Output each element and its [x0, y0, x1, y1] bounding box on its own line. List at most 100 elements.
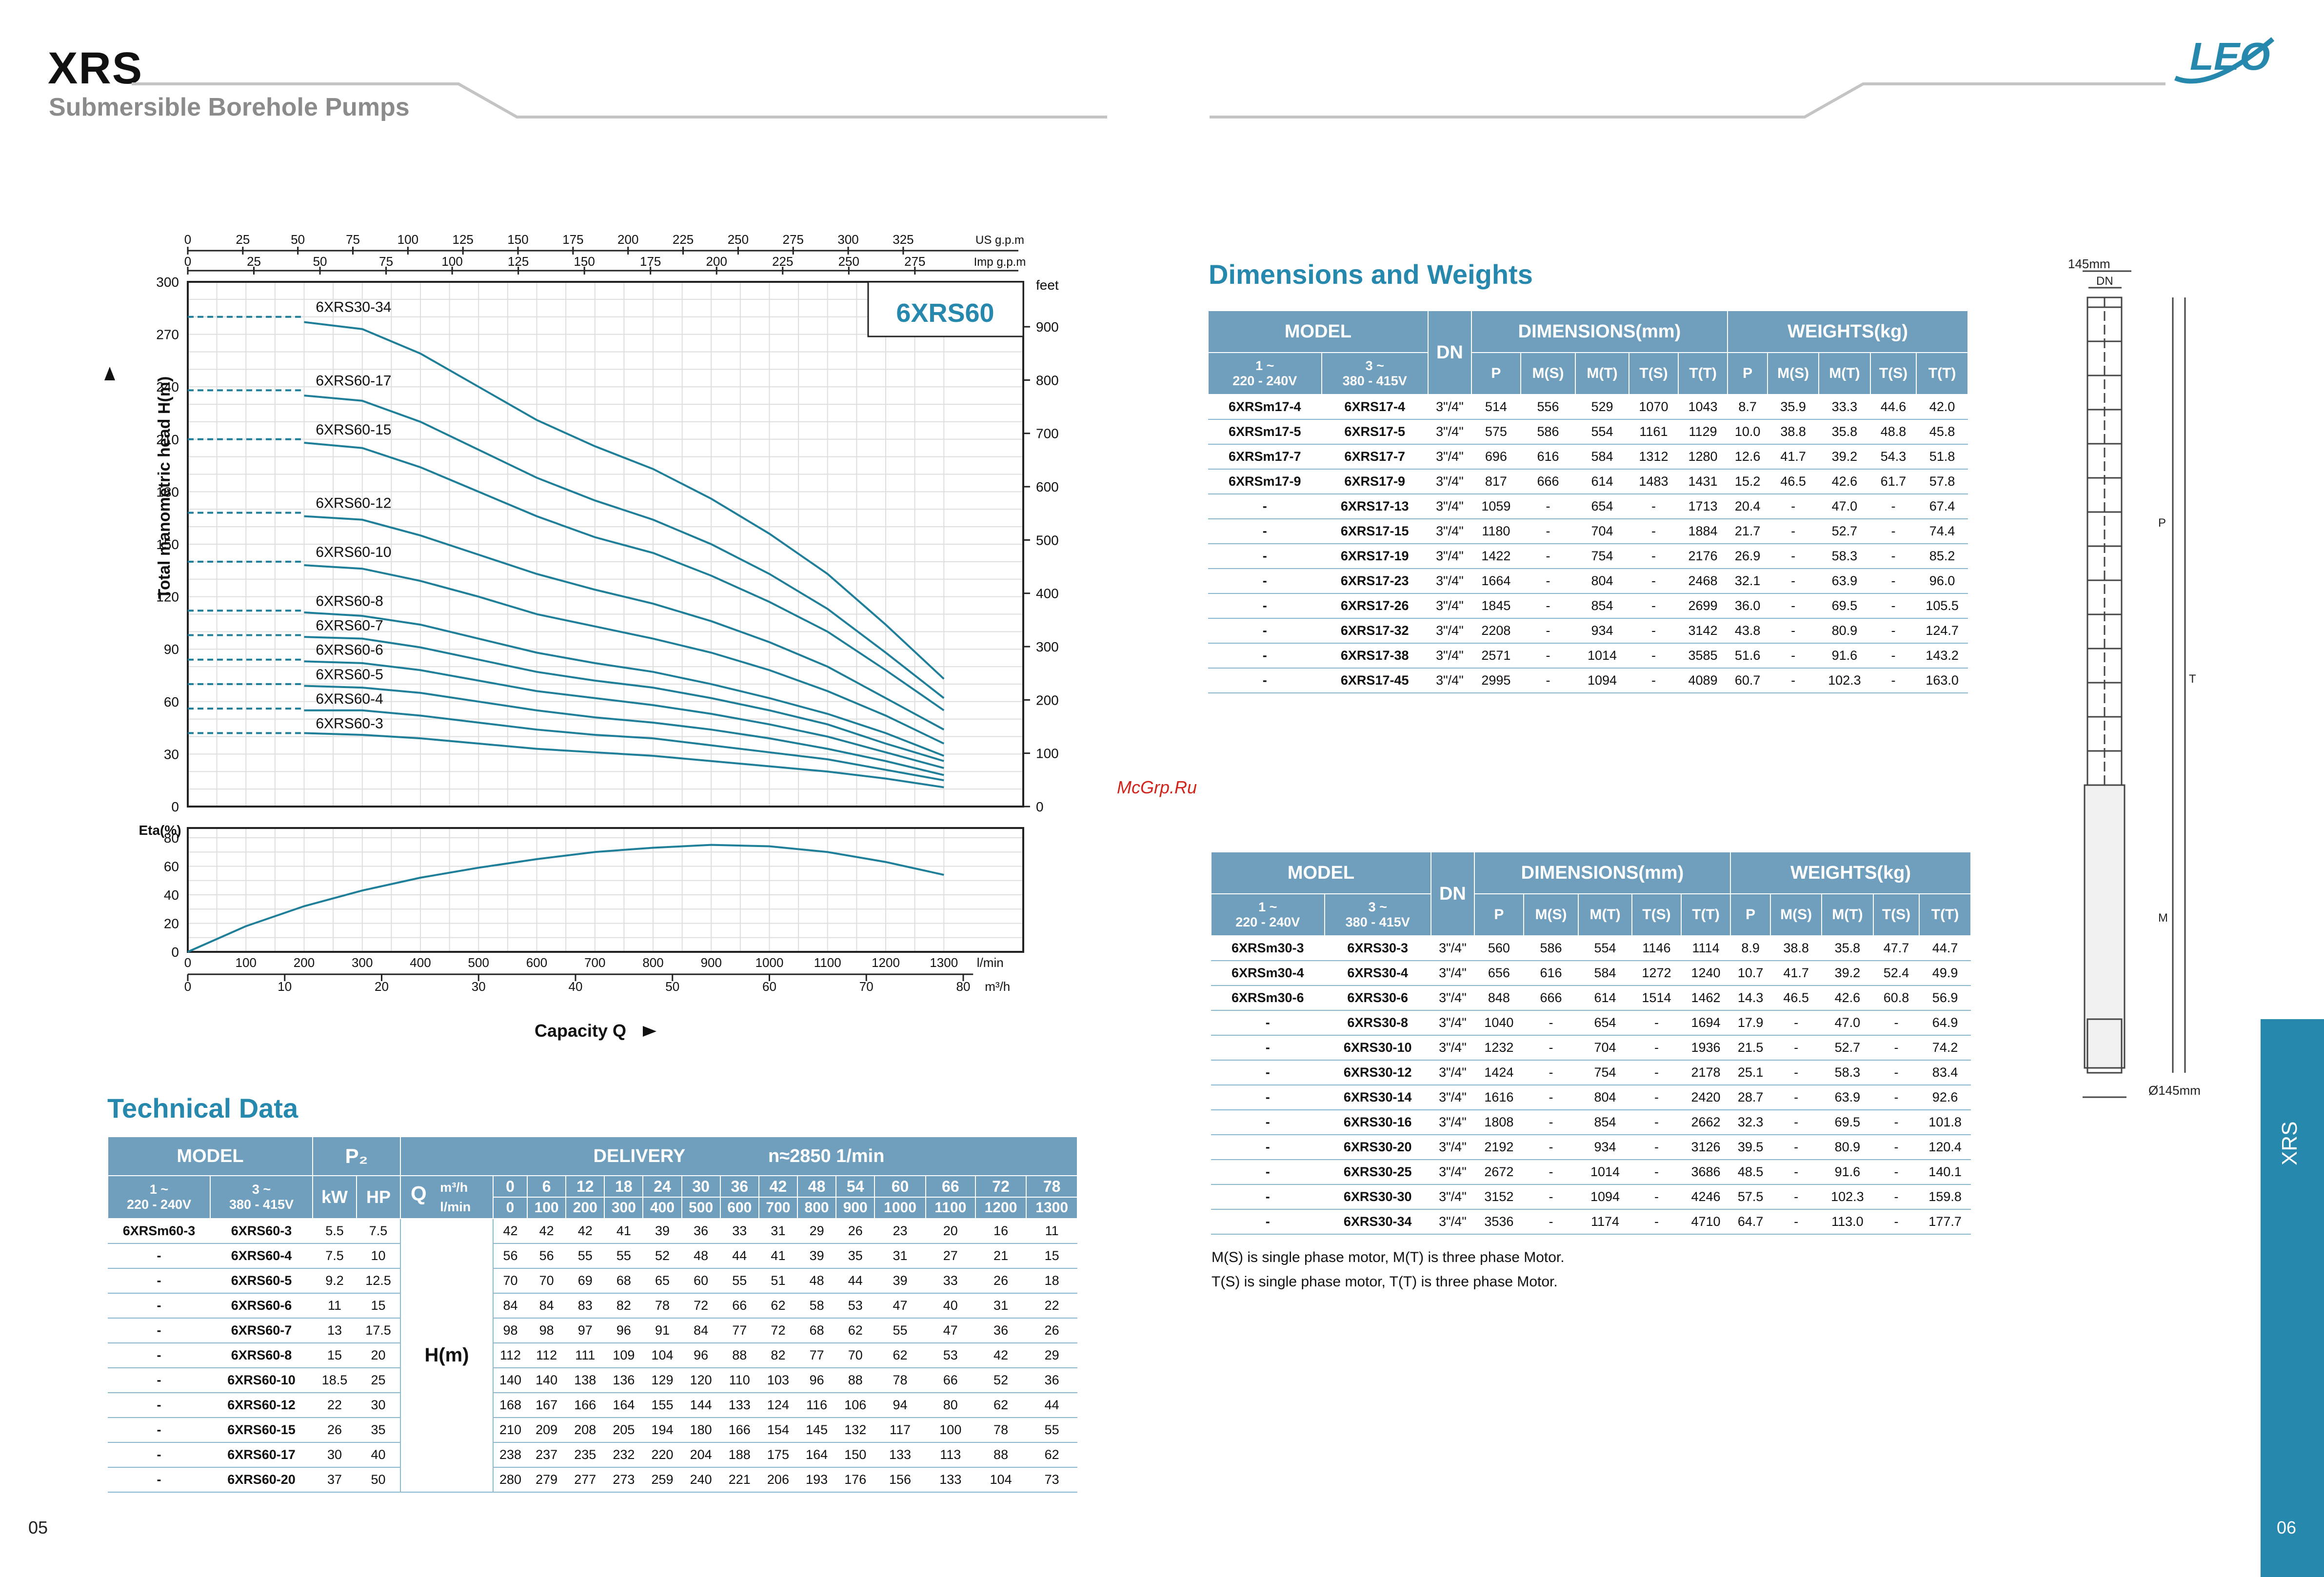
cell: 654: [1575, 494, 1629, 519]
cell: 6XRS17-5: [1321, 419, 1428, 445]
cell: 3142: [1678, 618, 1728, 644]
cell: -: [1523, 1160, 1579, 1185]
cell: 35.9: [1768, 394, 1819, 420]
cell: -: [1211, 1035, 1325, 1061]
cell: 61.7: [1870, 469, 1917, 494]
head-value: 15: [1026, 1243, 1077, 1269]
cell: -: [1768, 668, 1819, 693]
y-tick-label: 120: [156, 590, 179, 605]
cell: 514: [1471, 394, 1521, 420]
series-curve: [304, 515, 945, 730]
cell: 52.4: [1873, 961, 1920, 986]
cell: -: [1631, 1110, 1682, 1135]
th-flow-lmin: 900: [835, 1197, 875, 1219]
head-value: 155: [643, 1393, 682, 1418]
table-row: 6XRSm17-5 6XRS17-5 3"/4" 575 586 554 1161 1129 1…: [1208, 419, 1968, 445]
model-single: -: [108, 1268, 210, 1294]
head-value: 220: [643, 1442, 682, 1468]
head-value: 193: [797, 1467, 836, 1493]
head-value: 33: [720, 1219, 759, 1244]
power-kw: 11: [313, 1293, 357, 1319]
cell: 1664: [1471, 569, 1521, 594]
cell: 52.7: [1819, 519, 1870, 544]
head-value: 56: [527, 1243, 566, 1269]
cell: 44.7: [1919, 936, 1971, 961]
head-value: 62: [836, 1318, 875, 1343]
cell: 20.4: [1728, 494, 1768, 519]
th-dimensions: DIMENSIONS(mm): [1473, 851, 1731, 894]
cell: 616: [1520, 444, 1576, 470]
cell: 2571: [1471, 643, 1521, 669]
series-curve: [304, 441, 945, 711]
power-kw: 22: [313, 1393, 357, 1418]
head-value: 55: [720, 1268, 759, 1294]
th-three-phase: 3 ~ 380 - 415V: [1324, 893, 1431, 936]
head-value: 42: [566, 1219, 605, 1244]
cell: 42.0: [1916, 394, 1968, 420]
head-value: 77: [720, 1318, 759, 1343]
table-row: 6XRSm60-3 6XRS60-3 5.5 7.5 H(m) 42 42 42 41 39 36 3…: [108, 1219, 1077, 1493]
table-row: -6XRS60-8 15 20 112 112 111 109 104 96 88 82 77 70 62…: [108, 1343, 1077, 1368]
cell: 3"/4": [1428, 469, 1471, 494]
cell: 2995: [1471, 668, 1521, 693]
us-gpm-tick: 250: [728, 232, 749, 247]
head-value: 237: [527, 1442, 566, 1468]
cell: 3"/4": [1430, 1060, 1474, 1085]
cell: 4710: [1681, 1209, 1730, 1235]
cell: 35.8: [1819, 419, 1870, 445]
head-value: 176: [836, 1467, 875, 1493]
lmin-unit: l/min: [977, 955, 1004, 970]
cell: 666: [1520, 469, 1576, 494]
imp-gpm-tick: 175: [640, 254, 661, 269]
head-value: 144: [681, 1393, 720, 1418]
cell: 6XRS17-32: [1321, 618, 1428, 644]
cell: -: [1770, 1010, 1822, 1036]
cell: 1280: [1678, 444, 1728, 470]
cell: 6XRS30-4: [1324, 961, 1431, 986]
th-col: P: [1729, 893, 1771, 936]
cell: 41.7: [1770, 961, 1822, 986]
cell: 4089: [1678, 668, 1728, 693]
imp-gpm-tick: 125: [508, 254, 529, 269]
cell: 934: [1578, 1135, 1632, 1160]
head-value: 47: [925, 1318, 975, 1343]
head-value: 44: [720, 1243, 759, 1269]
m3h-tick-label: 50: [665, 979, 679, 994]
head-value: 47: [874, 1293, 926, 1319]
lmin-tick-label: 1200: [872, 955, 900, 970]
head-value: 31: [874, 1243, 926, 1269]
series-curve: [304, 685, 944, 776]
head-value: 73: [1026, 1467, 1077, 1493]
head-value: 55: [566, 1243, 605, 1269]
eta-tick-label: 60: [164, 859, 179, 874]
th-delivery: DELIVERY n≈2850 1/min: [400, 1136, 1078, 1176]
series-label: 6XRS60-8: [316, 593, 383, 609]
cell: 6XRSm30-4: [1211, 961, 1325, 986]
th-col: T(T): [1916, 352, 1968, 395]
model-three: 6XRS60-3: [210, 1219, 313, 1244]
series-label: 6XRS60-5: [316, 667, 383, 683]
th-col: T(S): [1631, 893, 1682, 936]
cell: 2662: [1681, 1110, 1730, 1135]
cell: 47.7: [1873, 936, 1920, 961]
imp-gpm-tick: 150: [574, 254, 595, 269]
cell: -: [1208, 544, 1322, 569]
us-gpm-tick: 125: [453, 232, 474, 247]
cell: 3"/4": [1428, 394, 1471, 420]
head-value: 68: [604, 1268, 643, 1294]
power-hp: 12.5: [357, 1268, 400, 1294]
head-value: 84: [493, 1293, 528, 1319]
cell: 6XRSm30-3: [1211, 936, 1325, 961]
head-value: 208: [566, 1418, 605, 1443]
cell: -: [1768, 494, 1819, 519]
eta-tick-label: 0: [171, 945, 179, 960]
lmin-tick-label: 1000: [755, 955, 784, 970]
cell: 654: [1578, 1010, 1632, 1036]
cell: 6XRS30-10: [1324, 1035, 1431, 1061]
cell: 848: [1474, 986, 1524, 1011]
head-value: 103: [758, 1368, 798, 1393]
y-tick-label: 90: [164, 642, 179, 657]
y-axis-label: Total manometric head H(m): [155, 376, 174, 599]
head-value: 232: [604, 1442, 643, 1468]
cell: 96.0: [1916, 569, 1968, 594]
